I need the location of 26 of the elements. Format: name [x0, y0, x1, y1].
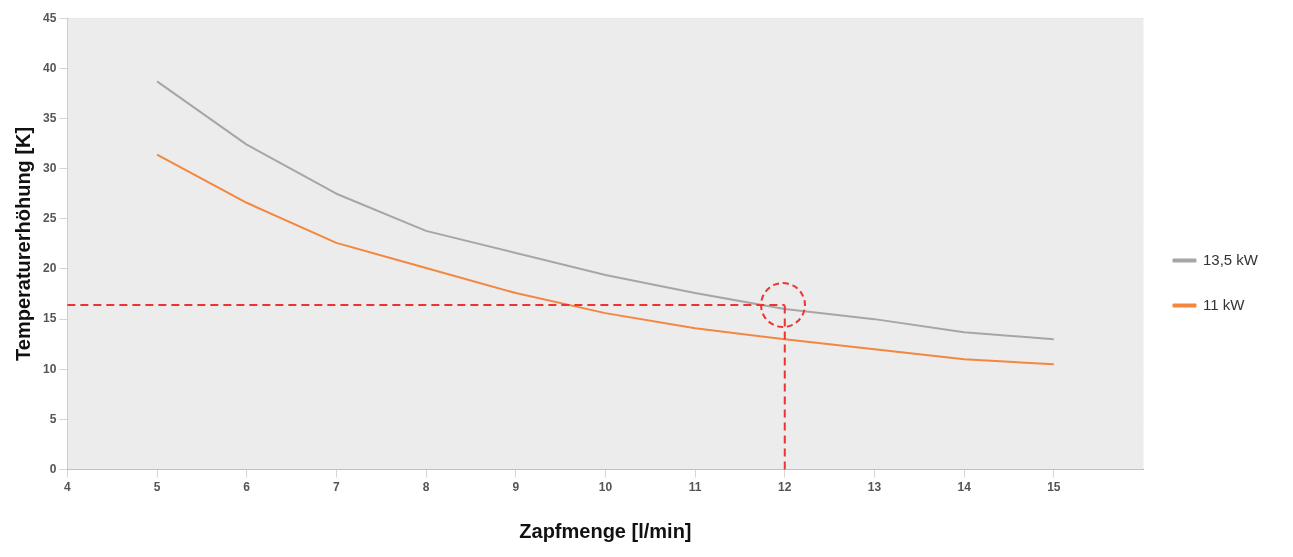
x-tick-label: 15	[1047, 480, 1061, 495]
y-tick-label: 35	[42, 110, 57, 125]
x-tick-label: 13	[867, 480, 882, 495]
x-axis-title: Zapfmenge [l/min]	[519, 519, 692, 542]
y-axis-title: Temperaturerhöhung [K]	[11, 126, 34, 361]
y-tick-label: 25	[42, 211, 57, 226]
x-tick-label: 14	[957, 480, 972, 495]
y-tick-label: 40	[42, 60, 57, 75]
y-tick-label: 5	[49, 411, 57, 426]
y-tick-label: 15	[42, 311, 57, 326]
x-tick-label: 10	[598, 480, 613, 495]
y-tick-label: 20	[42, 261, 57, 276]
x-tick-label: 8	[422, 480, 430, 495]
x-tick-label: 4	[64, 480, 71, 495]
x-tick-label: 11	[688, 480, 702, 495]
y-tick-label: 10	[42, 361, 57, 376]
x-tick-label: 12	[778, 480, 792, 495]
x-tick-label: 6	[243, 480, 251, 495]
y-tick-label: 0	[49, 461, 57, 476]
legend-label: 13,5 kW	[1202, 250, 1259, 268]
y-tick-label: 30	[42, 160, 57, 175]
x-tick-label: 7	[333, 480, 341, 495]
y-tick-label: 45	[42, 10, 57, 25]
legend-label: 11 kW	[1202, 295, 1246, 313]
x-tick-label: 5	[153, 480, 161, 495]
x-tick-label: 9	[512, 480, 520, 495]
